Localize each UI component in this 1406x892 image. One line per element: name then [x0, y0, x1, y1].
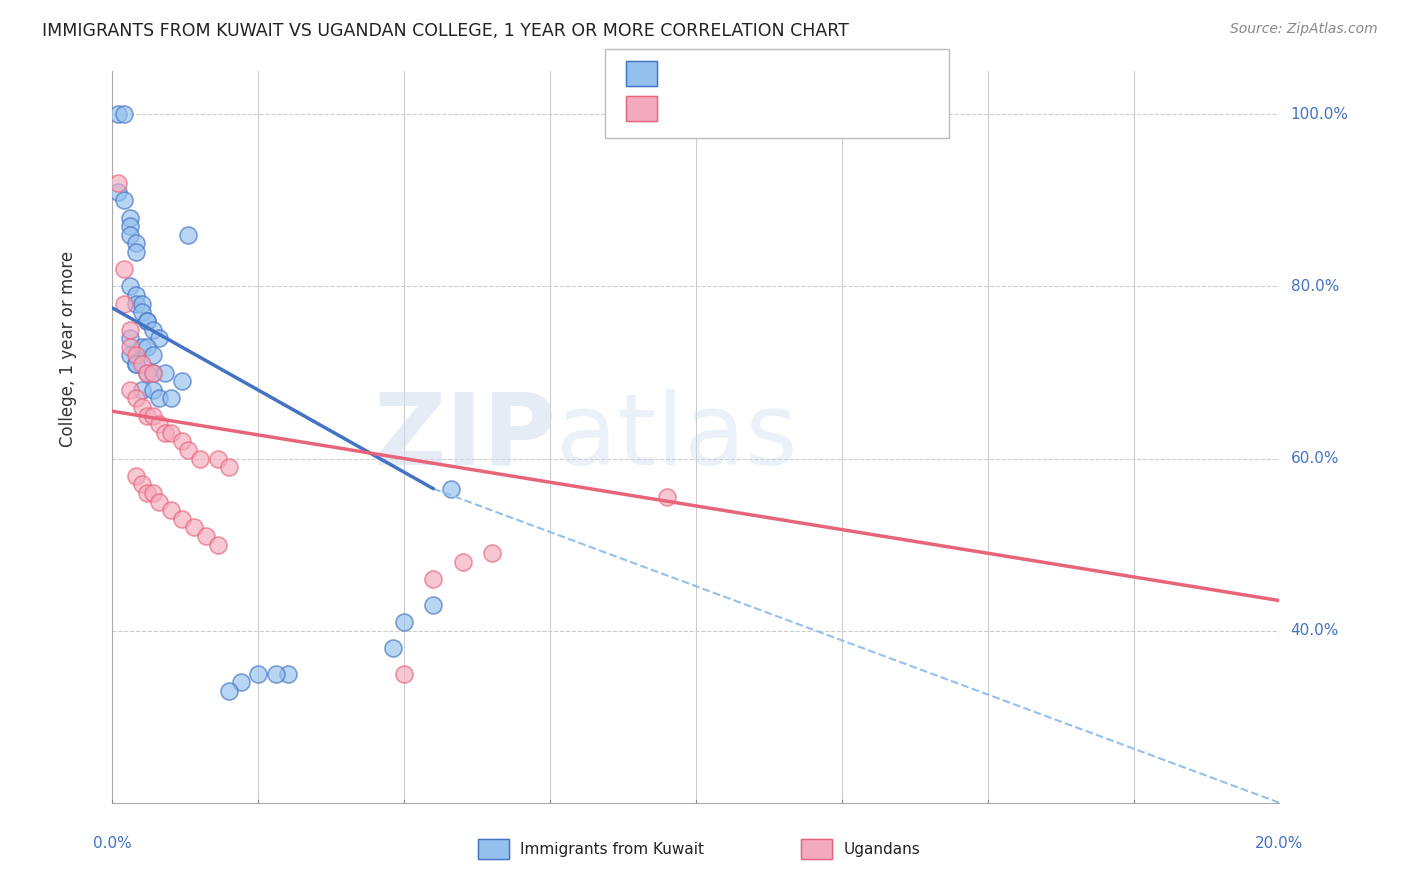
Point: [153, 425, 176, 440]
Text: N = 43: N = 43: [794, 64, 858, 82]
Text: Ugandans: Ugandans: [844, 842, 921, 856]
Point: [392, 615, 416, 629]
Text: Source: ZipAtlas.com: Source: ZipAtlas.com: [1230, 22, 1378, 37]
Point: [422, 598, 444, 612]
Point: [218, 460, 240, 475]
Point: [118, 340, 141, 354]
Point: [136, 314, 159, 328]
Text: R =: R =: [668, 100, 707, 118]
Text: atlas: atlas: [555, 389, 797, 485]
Point: [136, 486, 159, 500]
Point: [160, 392, 183, 406]
Point: [118, 219, 141, 234]
Text: 100.0%: 100.0%: [1291, 107, 1348, 122]
Point: [177, 442, 200, 457]
Point: [276, 666, 298, 681]
Point: [125, 245, 148, 260]
Point: [655, 491, 678, 505]
Text: -0.273: -0.273: [707, 100, 772, 118]
Point: [481, 546, 503, 560]
Point: [107, 185, 129, 199]
Point: [440, 482, 463, 496]
Point: [125, 348, 148, 362]
Text: Immigrants from Kuwait: Immigrants from Kuwait: [520, 842, 704, 856]
Point: [148, 417, 170, 432]
Point: [112, 194, 135, 208]
Text: 40.0%: 40.0%: [1291, 624, 1339, 638]
Text: 80.0%: 80.0%: [1291, 279, 1339, 294]
Point: [451, 555, 474, 569]
Point: [136, 314, 159, 328]
Point: [177, 227, 200, 242]
Point: [107, 107, 129, 121]
Text: ZIP: ZIP: [373, 389, 555, 485]
Text: College, 1 year or more: College, 1 year or more: [59, 252, 77, 448]
Point: [136, 366, 159, 380]
Point: [125, 357, 148, 371]
Point: [125, 357, 148, 371]
Point: [112, 262, 135, 277]
Point: [392, 666, 416, 681]
Point: [131, 340, 153, 354]
Point: [131, 477, 153, 491]
Point: [194, 529, 217, 543]
Point: [118, 279, 141, 293]
Point: [153, 366, 176, 380]
Point: [148, 494, 170, 508]
Point: [160, 503, 183, 517]
Point: [118, 211, 141, 225]
Point: [172, 512, 194, 526]
Point: [125, 288, 148, 302]
Point: [142, 348, 165, 362]
Point: [131, 383, 153, 397]
Point: [148, 392, 170, 406]
Point: [264, 666, 287, 681]
Text: R =: R =: [668, 64, 707, 82]
Point: [183, 520, 205, 534]
Point: [118, 383, 141, 397]
Point: [172, 374, 194, 388]
Point: [131, 357, 153, 371]
Point: [142, 366, 165, 380]
Text: 0.0%: 0.0%: [93, 836, 132, 851]
Text: IMMIGRANTS FROM KUWAIT VS UGANDAN COLLEGE, 1 YEAR OR MORE CORRELATION CHART: IMMIGRANTS FROM KUWAIT VS UGANDAN COLLEG…: [42, 22, 849, 40]
Point: [136, 409, 159, 423]
Point: [131, 296, 153, 310]
Point: [131, 305, 153, 319]
Point: [125, 468, 148, 483]
Point: [207, 451, 229, 466]
Point: [118, 348, 141, 362]
Point: [118, 322, 141, 336]
Point: [118, 227, 141, 242]
Point: [142, 486, 165, 500]
Point: [125, 296, 148, 310]
Point: [229, 675, 252, 690]
Point: [136, 340, 159, 354]
Point: [125, 236, 148, 251]
Point: [422, 572, 444, 586]
Point: [148, 331, 170, 345]
Point: [125, 392, 148, 406]
Point: [142, 409, 165, 423]
Point: [142, 366, 165, 380]
Point: [172, 434, 194, 449]
Text: N = 37: N = 37: [794, 100, 858, 118]
Text: 60.0%: 60.0%: [1291, 451, 1339, 467]
Point: [136, 366, 159, 380]
Point: [142, 322, 165, 336]
Point: [112, 296, 135, 310]
Point: [142, 383, 165, 397]
Point: [107, 176, 129, 190]
Point: [381, 640, 404, 655]
Point: [112, 107, 135, 121]
Point: [131, 400, 153, 414]
Point: [207, 538, 229, 552]
Text: 20.0%: 20.0%: [1256, 836, 1303, 851]
Point: [218, 684, 240, 698]
Point: [118, 331, 141, 345]
Point: [188, 451, 211, 466]
Point: [160, 425, 183, 440]
Text: -0.316: -0.316: [707, 64, 772, 82]
Point: [247, 666, 270, 681]
